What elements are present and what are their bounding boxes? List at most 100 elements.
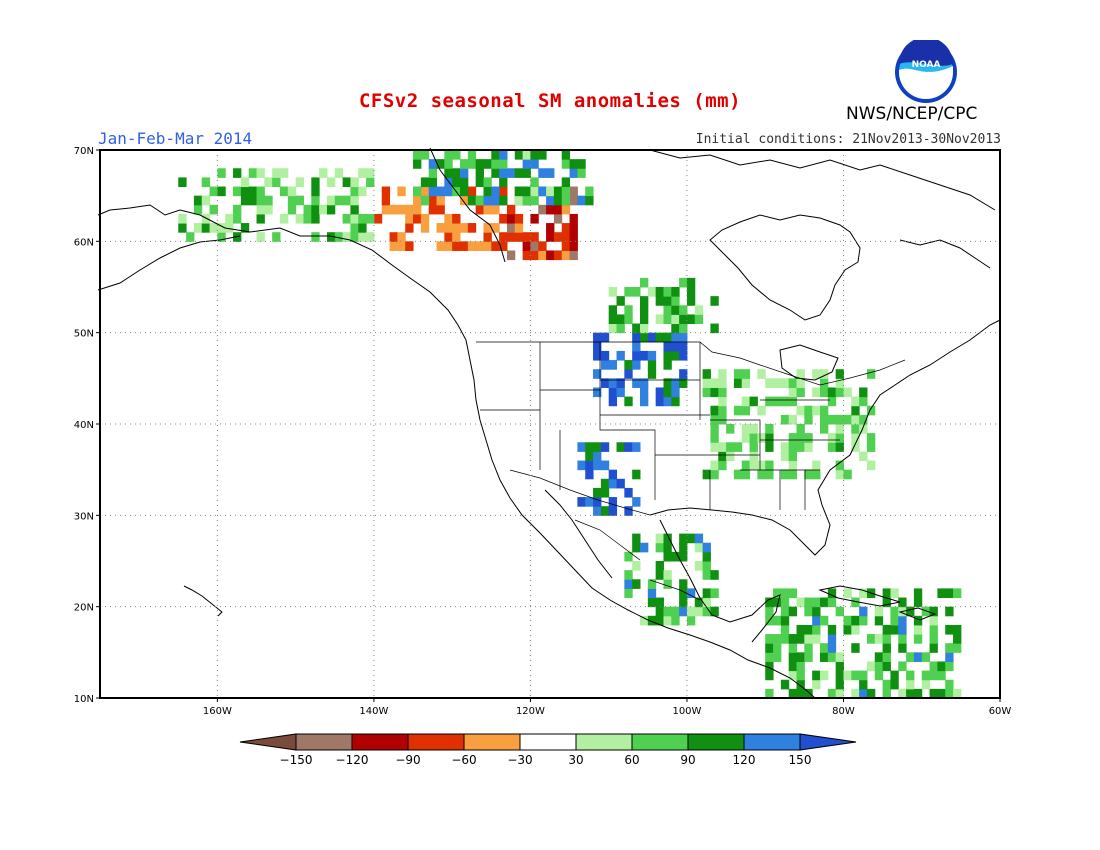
anomaly-cell [655,332,664,343]
anomaly-cell [256,186,265,197]
anomaly-cell [585,460,594,471]
anomaly-cell [193,195,203,206]
anomaly-cell [866,688,876,699]
anomaly-cell [827,396,837,407]
anomaly-cell [663,606,672,617]
anomaly-cell [804,624,813,635]
anomaly-cell [413,150,422,160]
anomaly-cell [835,414,844,425]
anomaly-cell [835,442,844,452]
lat-tick-label: 10N [74,694,94,705]
anomaly-cell [937,670,946,681]
anomaly-cell [530,177,539,188]
anomaly-cell [483,241,492,251]
anomaly-cell [553,232,563,242]
anomaly-cell [201,177,211,188]
anomaly-cell [679,350,688,361]
anomaly-cell [600,360,610,370]
anomaly-cell [452,150,461,160]
anomaly-cell [326,204,336,215]
anomaly-cell [679,277,688,288]
anomaly-cell [546,204,555,215]
anomaly-cell [593,442,602,452]
anomaly-cell [608,323,618,334]
anomaly-cell [452,177,461,188]
anomaly-cell [178,223,187,233]
anomaly-cell [499,168,508,178]
anomaly-cell [585,195,594,206]
anomaly-cell [835,460,844,471]
anomaly-cell [804,606,813,617]
anomaly-cell [593,341,602,352]
anomaly-cell [483,195,492,206]
forecast-period: Jan-Feb-Mar 2014 [98,129,253,148]
anomaly-cell [679,606,688,617]
legend-arrow-left [239,733,297,751]
anomaly-cell [217,232,226,242]
anomaly-cell [201,195,211,206]
anomaly-cell [702,469,711,480]
anomaly-cell [577,497,586,507]
anomaly-cell [765,634,774,644]
anomaly-cell [624,579,633,589]
anomaly-cell [780,588,790,599]
legend-tick-label: 90 [680,753,695,767]
anomaly-cell [350,186,359,197]
anomaly-cell [373,213,383,224]
anomaly-cell [773,597,782,608]
anomaly-cell [358,223,367,233]
anomaly-cell [663,360,672,370]
anomaly-cell [444,232,453,242]
anomaly-cell [436,159,445,169]
anomaly-cell [726,424,735,434]
anomaly-cell [616,314,625,325]
anomaly-cell [671,551,680,562]
anomaly-cell [733,369,743,379]
anomaly-cell [577,442,586,452]
anomaly-cell [796,670,805,681]
anomaly-cell [624,506,633,516]
anomaly-cell [812,634,821,644]
anomaly-cell [366,177,375,188]
anomaly-cell [686,287,696,297]
anomaly-cell [812,597,821,608]
anomaly-cell [710,469,719,480]
legend-box [519,733,577,751]
anomaly-cell [702,570,711,580]
anomaly-cell [835,688,844,699]
anomaly-cell [616,387,625,398]
anomaly-cell [358,232,367,242]
anomaly-cell [655,570,664,580]
anomaly-cell [475,177,484,188]
anomaly-cell [585,451,594,462]
anomaly-cell [710,442,719,452]
anomaly-cell [882,588,891,599]
anomaly-cell [538,241,547,251]
anomaly-cell [444,223,453,233]
lat-tick-label: 20N [74,603,94,614]
anomaly-cell [788,433,798,443]
anomaly-cell [749,442,758,452]
anomaly-cell [890,679,899,690]
anomaly-cell [420,213,430,224]
anomaly-cell [546,168,555,178]
anomaly-cell [287,195,297,206]
anomaly-cell [663,551,672,562]
anomaly-cell [624,487,633,498]
anomaly-cell [632,561,641,571]
anomaly-cell [608,506,618,516]
anomaly-cell [663,570,672,580]
anomaly-cell [475,204,484,215]
anomaly-cell [608,396,618,407]
anomaly-cell [702,606,711,617]
anomaly-cell [773,378,782,388]
anomaly-cell [804,652,813,662]
lon-tick-label: 140W [359,706,388,717]
anomaly-cell [647,597,657,608]
anomaly-cell [491,195,500,206]
anomaly-cell [600,506,610,516]
anomaly-cell [921,652,931,662]
anomaly-cell [342,177,351,188]
